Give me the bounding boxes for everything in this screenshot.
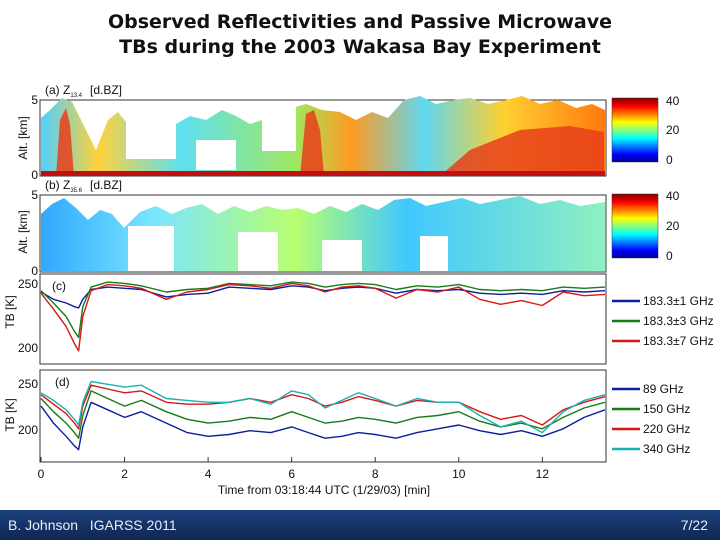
panel-a-gap-2 [196,140,236,170]
panel-a-ytick-top: 5 [31,93,38,107]
panel-a: Alt. [km] 5 0 (a) Z13.4 [d.BZ] 40 20 0 [16,83,680,182]
panel-d-series-3 [40,384,606,430]
panel-b: Alt. [km] 5 0 (b) Z35.6 [d.BZ] 40 20 0 [16,178,680,278]
panel-a-units: [d.BZ] [90,83,122,97]
panel-d-legend: 89 GHz 150 GHz 220 GHz 340 GHz [612,382,690,456]
x-tick-label: 6 [288,467,295,481]
panel-c-ytick-250: 250 [18,277,38,291]
colorbar-b-tick-40: 40 [666,189,680,203]
panel-b-label: (b) Z35.6 [45,178,83,194]
panel-c-series-1 [40,285,606,309]
panel-d-series-2 [40,390,606,439]
panel-d-ytick-250: 250 [18,377,38,391]
panel-c-series-3 [40,282,606,352]
colorbar-b [611,193,659,259]
panel-b-gap-3 [322,240,362,271]
colorbar-b-tick-20: 20 [666,219,680,233]
panel-a-surface [41,171,605,176]
legend-d-label-1: 89 GHz [643,382,684,396]
panel-c-ytick-200: 200 [18,341,38,355]
panel-a-gap-3 [262,101,296,151]
footer-bar: B. Johnson IGARSS 2011 7/22 [0,510,720,540]
x-tick-label: 12 [536,467,550,481]
footer-venue: IGARSS 2011 [89,517,177,533]
footer-author: B. Johnson [8,517,79,533]
panel-c-series-2 [40,281,606,339]
panel-b-gap-4 [420,236,448,271]
legend-d-label-3: 220 GHz [643,422,690,436]
page-number: 7/22 [680,517,708,533]
panel-b-units: [d.BZ] [90,178,122,192]
panel-c-plot-area [39,273,607,365]
slide-title-line1: Observed Reflectivities and Passive Micr… [107,11,613,33]
panel-d: TB [K] 250 200 (d) 89 GHz 150 GHz 220 GH… [3,369,690,497]
panel-b-ytick-bottom: 0 [31,264,38,278]
footer-credit: B. Johnson IGARSS 2011 [8,517,177,533]
slide-title-line2: TBs during the 2003 Wakasa Bay Experimen… [119,36,601,58]
legend-d-label-4: 340 GHz [643,442,690,456]
colorbar-a-tick-40: 40 [666,94,680,108]
panel-a-gap-1 [126,101,176,159]
panel-b-gap-1 [128,226,174,271]
panel-c: TB [K] 250 200 (c) 183.3±1 GHz 183.3±3 G… [3,273,714,365]
panel-a-label: (a) Z13.4 [45,83,83,99]
panel-b-echo-field [41,196,605,271]
panel-d-ylabel: TB [K] [3,398,17,431]
panel-a-ytick-bottom: 0 [31,168,38,182]
panel-b-ytick-top: 5 [31,188,38,202]
legend-d-label-2: 150 GHz [643,402,690,416]
x-tick-label: 8 [372,467,379,481]
panel-b-gap-2 [238,232,278,271]
legend-c-label-1: 183.3±1 GHz [643,294,714,308]
panel-c-legend: 183.3±1 GHz 183.3±3 GHz 183.3±7 GHz [612,294,714,348]
legend-c-label-3: 183.3±7 GHz [643,334,714,348]
panel-d-series-1 [40,401,606,451]
colorbar-a [611,97,659,163]
panel-d-series-4 [40,380,606,434]
x-axis-ticks: 0 2 4 6 8 10 12 [38,457,550,481]
colorbar-b-tick-0: 0 [666,249,673,263]
x-tick-label: 10 [452,467,466,481]
colorbar-a-tick-0: 0 [666,153,673,167]
panel-d-label: (d) [55,375,70,389]
x-axis-label: Time from 03:18:44 UTC (1/29/03) [min] [218,483,430,497]
panel-c-label: (c) [52,279,66,293]
x-tick-label: 2 [121,467,128,481]
x-tick-label: 4 [205,467,212,481]
x-tick-label: 0 [38,467,45,481]
panel-a-core-red [56,108,604,176]
panel-c-ylabel: TB [K] [3,295,17,328]
slide-title: Observed Reflectivities and Passive Micr… [0,10,720,60]
panel-a-ylabel: Alt. [km] [16,116,30,159]
legend-c-label-2: 183.3±3 GHz [643,314,714,328]
panel-b-ylabel: Alt. [km] [16,210,30,253]
panel-d-ytick-200: 200 [18,423,38,437]
colorbar-a-tick-20: 20 [666,123,680,137]
